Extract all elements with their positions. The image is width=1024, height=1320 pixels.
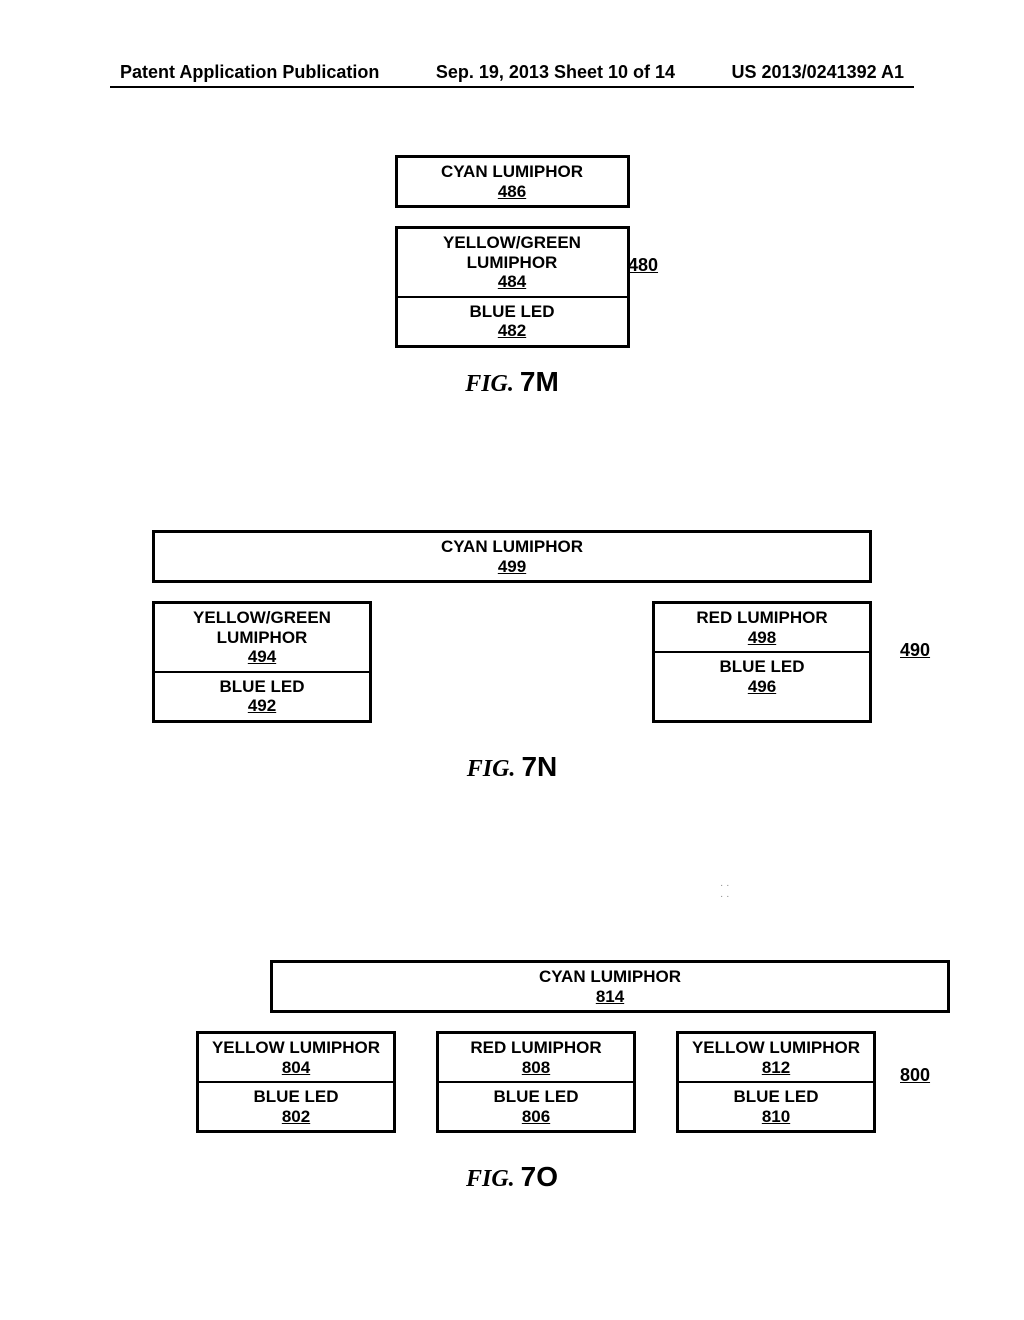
fig7o-top-num: 814 <box>596 987 624 1006</box>
fig7o-ref: 800 <box>900 1065 930 1086</box>
fig7o-top-box: CYAN LUMIPHOR 814 <box>270 960 950 1013</box>
header-rule <box>110 86 914 88</box>
fig7o-col1-box: YELLOW LUMIPHOR 804 BLUE LED 802 <box>196 1031 396 1133</box>
fig7o-c1-bot-num: 802 <box>282 1107 310 1126</box>
fig7o-col3-box: YELLOW LUMIPHOR 812 BLUE LED 810 <box>676 1031 876 1133</box>
header-left: Patent Application Publication <box>120 62 379 83</box>
fig7m-bot-label: BLUE LED <box>470 302 555 321</box>
page-header: Patent Application Publication Sep. 19, … <box>0 62 1024 83</box>
fig7m-ref: 480 <box>628 255 658 276</box>
fig7o-caption-prefix: FIG. <box>466 1166 515 1192</box>
fig7o-c2-bot-label: BLUE LED <box>494 1087 579 1106</box>
fig7o-c1-top-num: 804 <box>282 1058 310 1077</box>
fig7m-bot-cell: BLUE LED 482 <box>398 296 627 345</box>
fig7o-c1-top-label: YELLOW LUMIPHOR <box>212 1038 380 1057</box>
fig7o-c3-top-label: YELLOW LUMIPHOR <box>692 1038 860 1057</box>
figure-7n: CYAN LUMIPHOR 499 YELLOW/GREEN LUMIPHOR … <box>0 530 1024 783</box>
fig7o-c3-top-num: 812 <box>762 1058 790 1077</box>
fig7n-left-top-num: 494 <box>248 647 276 666</box>
fig7m-bot-num: 482 <box>498 321 526 340</box>
fig7m-caption: FIG. 7M <box>0 366 1024 398</box>
fig7m-caption-num: 7M <box>520 366 559 397</box>
header-center: Sep. 19, 2013 Sheet 10 of 14 <box>436 62 675 83</box>
scan-noise: · ·· · <box>720 880 729 902</box>
fig7o-c3-top-cell: YELLOW LUMIPHOR 812 <box>679 1034 873 1081</box>
fig7n-right-top-label: RED LUMIPHOR <box>696 608 827 627</box>
fig7n-left-box: YELLOW/GREEN LUMIPHOR 494 BLUE LED 492 <box>152 601 372 723</box>
fig7o-c3-bot-cell: BLUE LED 810 <box>679 1081 873 1130</box>
fig7o-col2-box: RED LUMIPHOR 808 BLUE LED 806 <box>436 1031 636 1133</box>
fig7n-right-top-num: 498 <box>748 628 776 647</box>
fig7m-mid-num: 484 <box>498 272 526 291</box>
fig7m-bottom-box: YELLOW/GREEN LUMIPHOR 484 BLUE LED 482 <box>395 226 630 348</box>
fig7o-row: YELLOW LUMIPHOR 804 BLUE LED 802 RED LUM… <box>196 1031 876 1133</box>
fig7n-ref: 490 <box>900 640 930 661</box>
fig7n-right-bot-label: BLUE LED <box>720 657 805 676</box>
fig7m-top-box: CYAN LUMIPHOR 486 <box>395 155 630 208</box>
fig7m-mid-label: YELLOW/GREEN LUMIPHOR <box>443 233 581 272</box>
fig7o-c1-bot-cell: BLUE LED 802 <box>199 1081 393 1130</box>
fig7o-top-cell: CYAN LUMIPHOR 814 <box>273 963 947 1010</box>
fig7o-c2-top-label: RED LUMIPHOR <box>470 1038 601 1057</box>
fig7n-top-cell: CYAN LUMIPHOR 499 <box>155 533 869 580</box>
fig7o-caption-num: 7O <box>521 1161 558 1192</box>
fig7n-caption-prefix: FIG. <box>467 756 516 782</box>
header-right: US 2013/0241392 A1 <box>732 62 904 83</box>
fig7n-left-bot-num: 492 <box>248 696 276 715</box>
fig7o-caption: FIG. 7O <box>0 1161 1024 1193</box>
fig7n-top-label: CYAN LUMIPHOR <box>441 537 583 556</box>
fig7o-c3-bot-label: BLUE LED <box>734 1087 819 1106</box>
fig7n-left-top-label: YELLOW/GREEN LUMIPHOR <box>193 608 331 647</box>
fig7n-right-bot-num: 496 <box>748 677 776 696</box>
fig7n-row: YELLOW/GREEN LUMIPHOR 494 BLUE LED 492 R… <box>152 601 872 723</box>
fig7n-right-bot-cell: BLUE LED 496 <box>655 651 869 700</box>
fig7o-top-label: CYAN LUMIPHOR <box>539 967 681 986</box>
fig7n-left-bot-cell: BLUE LED 492 <box>155 671 369 720</box>
fig7n-left-top-cell: YELLOW/GREEN LUMIPHOR 494 <box>155 604 369 671</box>
fig7n-right-box: RED LUMIPHOR 498 BLUE LED 496 <box>652 601 872 723</box>
fig7o-c2-bot-num: 806 <box>522 1107 550 1126</box>
fig7o-c3-bot-num: 810 <box>762 1107 790 1126</box>
fig7m-top-cell: CYAN LUMIPHOR 486 <box>398 158 627 205</box>
fig7n-top-box: CYAN LUMIPHOR 499 <box>152 530 872 583</box>
fig7n-top-num: 499 <box>498 557 526 576</box>
fig7m-top-num: 486 <box>498 182 526 201</box>
fig7n-caption: FIG. 7N <box>0 751 1024 783</box>
fig7m-mid-cell: YELLOW/GREEN LUMIPHOR 484 <box>398 229 627 296</box>
fig7n-right-top-cell: RED LUMIPHOR 498 <box>655 604 869 651</box>
fig7n-caption-num: 7N <box>521 751 557 782</box>
fig7m-top-label: CYAN LUMIPHOR <box>441 162 583 181</box>
fig7o-c1-bot-label: BLUE LED <box>254 1087 339 1106</box>
figure-7m: CYAN LUMIPHOR 486 YELLOW/GREEN LUMIPHOR … <box>0 155 1024 398</box>
fig7n-left-bot-label: BLUE LED <box>220 677 305 696</box>
fig7o-c2-top-num: 808 <box>522 1058 550 1077</box>
fig7o-c2-bot-cell: BLUE LED 806 <box>439 1081 633 1130</box>
fig7o-c1-top-cell: YELLOW LUMIPHOR 804 <box>199 1034 393 1081</box>
fig7o-c2-top-cell: RED LUMIPHOR 808 <box>439 1034 633 1081</box>
figure-7o: CYAN LUMIPHOR 814 YELLOW LUMIPHOR 804 BL… <box>0 960 1024 1193</box>
fig7m-caption-prefix: FIG. <box>465 371 514 397</box>
